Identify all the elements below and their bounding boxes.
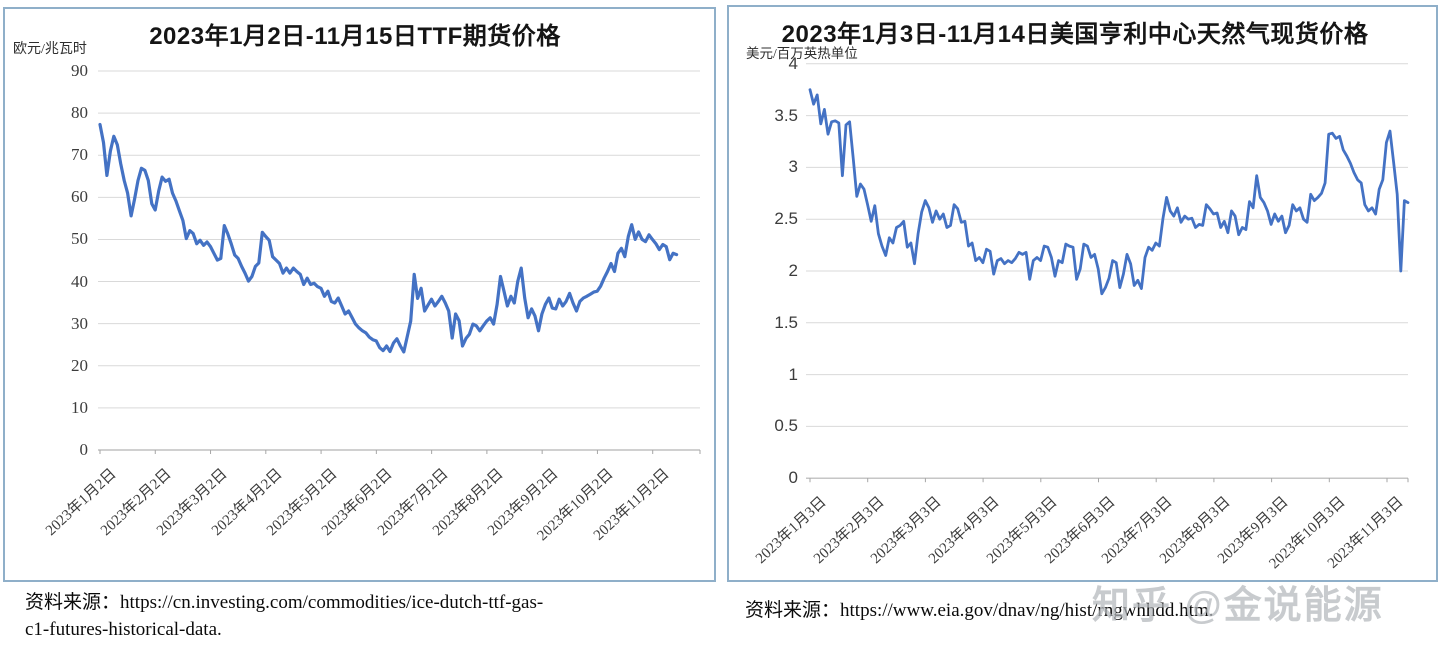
y-tick-label: 2 bbox=[788, 261, 798, 280]
y-tick-label: 50 bbox=[71, 229, 88, 249]
y-tick-label: 80 bbox=[71, 103, 88, 123]
y-tick-label: 3 bbox=[788, 157, 798, 177]
left-source-prefix: 资料来源： bbox=[25, 592, 121, 613]
y-tick-label: 1.5 bbox=[774, 312, 798, 332]
left-source-url-line1: https://cn.investing.com/commodities/ice… bbox=[120, 592, 544, 613]
y-tick-label: 0 bbox=[788, 468, 798, 488]
y-tick-label: 0 bbox=[79, 440, 89, 459]
y-tick-label: 3.5 bbox=[774, 105, 798, 125]
zhihu-watermark: 知乎 @金说能源 bbox=[1092, 585, 1384, 627]
y-tick-label: 1 bbox=[788, 364, 798, 384]
right-source-citation: 资料来源：https://www.eia.gov/dnav/ng/hist/rn… bbox=[745, 597, 1435, 624]
left-chart-title: 2023年1月2日-11月15日TTF期货价格 bbox=[149, 23, 561, 50]
y-tick-label: 30 bbox=[71, 313, 88, 333]
right-source-url: https://www.eia.gov/dnav/ng/hist/rngwhhd… bbox=[840, 600, 1214, 621]
y-tick-label: 2.5 bbox=[774, 209, 798, 229]
left-source-url-line2: c1-futures-historical-data. bbox=[25, 619, 222, 640]
y-tick-label: 0.5 bbox=[774, 416, 798, 436]
y-tick-label: 70 bbox=[71, 145, 88, 165]
y-tick-label: 60 bbox=[71, 187, 88, 207]
y-tick-label: 20 bbox=[71, 355, 88, 375]
right-y-axis-unit-label: 美元/百万英热单位 bbox=[746, 46, 858, 61]
y-tick-label: 4 bbox=[788, 53, 798, 73]
y-tick-label: 90 bbox=[71, 61, 88, 80]
y-tick-label: 10 bbox=[71, 397, 88, 417]
right-chart-title: 2023年1月3日-11月14日美国亨利中心天然气现货价格 bbox=[781, 21, 1369, 48]
left-y-axis-unit-label: 欧元/兆瓦时 bbox=[13, 42, 87, 57]
y-tick-label: 40 bbox=[71, 271, 88, 291]
left-source-citation: 资料来源：https://cn.investing.com/commoditie… bbox=[25, 589, 705, 643]
right-source-prefix: 资料来源： bbox=[745, 600, 841, 621]
